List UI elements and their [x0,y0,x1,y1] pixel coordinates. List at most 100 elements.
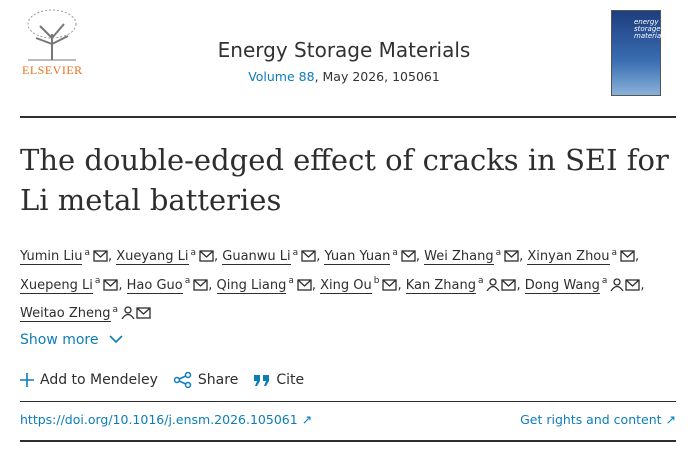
email-icon [193,279,208,291]
author-name: Yuan Yuan [324,249,391,266]
divider [20,440,676,442]
icon-part [489,278,498,286]
icon-part [401,250,416,259]
publisher: ELSEVIER [22,63,83,77]
cite-button[interactable]: Cite [254,372,304,388]
author-name: Hao Guo [126,277,183,294]
affiliation: a [611,248,618,258]
author[interactable]: Yuan Yuan a [324,248,424,266]
volume-line: Volume 88, May 2026, 105061 [0,69,688,84]
author[interactable]: Xueyang Li a [116,248,222,266]
affiliation: a [601,276,608,287]
email-icon [625,279,640,291]
author-name: Xuepeng Li [20,277,93,294]
share-button[interactable]: Share [173,372,239,388]
action-label[interactable]: Share [197,372,239,388]
email-icon [136,307,151,319]
doi-link[interactable]: https://doi.org/10.1016/j.ensm.2026.1050… [20,412,313,427]
icon-part [383,279,397,287]
rights-link[interactable]: Get rights and content ↗ [520,412,676,427]
icon-part [613,278,621,286]
email-icon [401,250,416,262]
affiliation: a [288,276,294,287]
author[interactable]: Qing Liang a [216,276,320,294]
icon-part [199,250,214,259]
author[interactable]: Yumin Liu a [20,248,116,266]
citation: , May 2026, 105061 [314,69,440,84]
author-name: Xinyan Zhou [527,249,610,266]
email-icon [297,279,312,291]
icon-part [193,279,208,287]
author[interactable]: Weitao Zheng a [20,304,151,322]
author-name: Xueyang Li [116,249,189,266]
author-name: Xing Ou [320,277,372,294]
email-icon [103,279,119,291]
icon-part [297,279,312,287]
affiliation: a [477,276,484,287]
icon-part [124,306,132,314]
show-more[interactable]: Show more [20,332,123,348]
email-icon [504,250,519,262]
author[interactable]: Guanwu Li a [222,248,324,266]
icon-part [610,285,624,292]
icon-part [625,279,640,287]
email-icon [382,279,398,291]
action-label[interactable]: Cite [276,372,305,388]
icon-part [121,313,135,320]
divider [20,116,676,118]
icon-part [297,279,312,291]
chevron-icon [109,335,123,344]
affiliation: a [190,248,197,258]
icon-part [136,307,151,315]
icon-part [502,279,516,287]
affiliation: a [94,276,101,287]
author[interactable]: Dong Wang a [524,276,644,294]
show-more-text[interactable]: Show more [20,332,99,348]
author-name: Wei Zhang [424,249,494,266]
icon-part [136,307,151,319]
email-icon [199,250,214,262]
author-name: Yumin Liu [20,249,83,266]
author[interactable]: Kan Zhang a [405,276,525,294]
author[interactable]: Xing Ou b [320,276,406,294]
journal-cover[interactable]: energy storage materials [611,10,667,96]
affiliation: a [495,248,502,258]
affiliation: a [84,248,90,258]
icon-part [103,279,118,287]
person-icon [610,278,624,292]
author[interactable]: Xinyan Zhou a [527,248,639,266]
author[interactable]: Xuepeng Li a [20,276,127,294]
mendeley-button[interactable]: Add to Mendeley [20,372,158,388]
icon-part [93,250,108,259]
quote-icon [254,375,270,386]
affiliation: a [112,304,119,315]
email-icon [93,250,108,262]
journal-title[interactable]: Energy Storage Materials [217,38,471,62]
affiliation: a [392,248,398,258]
icon-part [301,250,316,259]
author[interactable]: Hao Guo a [126,276,217,294]
author-name: Weitao Zheng [20,305,111,322]
person-icon [121,306,135,320]
divider [20,401,676,402]
icon-part [93,250,108,262]
volume-link[interactable]: Volume 88 [248,69,315,84]
action-label[interactable]: Add to Mendeley [40,372,158,388]
article-title: The double-edged effect of cracks in SEI… [20,143,669,217]
icon-part [504,250,519,259]
author-name: Guanwu Li [222,249,291,266]
author-name: Qing Liang [216,277,287,294]
affiliation: b [373,276,380,287]
doi-text[interactable]: https://doi.org/10.1016/j.ensm.2026.1050… [20,412,298,427]
rights-text[interactable]: Get rights and content [520,412,662,427]
publisher-logo [24,8,80,62]
icon-part [486,285,501,292]
affiliation: a [292,248,299,258]
author-name: Dong Wang [524,277,600,294]
author[interactable]: Wei Zhang a [424,248,527,266]
email-icon [301,250,316,262]
author-name: Kan Zhang [405,277,476,294]
email-icon [501,279,517,291]
share-icon [173,372,192,388]
